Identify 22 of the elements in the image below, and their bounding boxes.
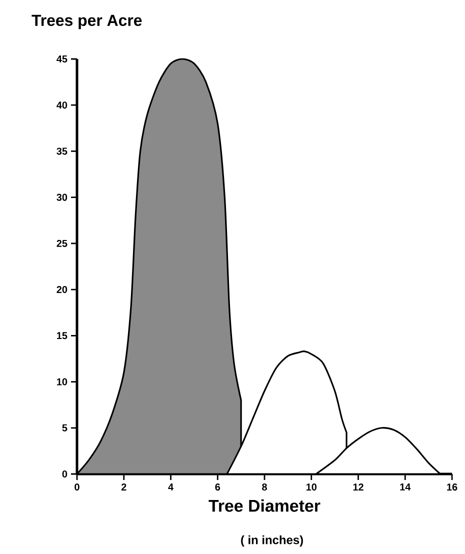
text: ( in inches) [241, 535, 303, 547]
x-tick-label: 6 [215, 484, 220, 491]
x-tick-label: 14 [400, 484, 411, 490]
y-tick-label: 0 [62, 470, 68, 478]
x-axis-title: Tree Diameter [208, 499, 320, 512]
x-tick-label: 10 [306, 484, 317, 491]
y-axis-title: Trees per Acre [32, 14, 142, 30]
y-tick-label: 30 [56, 194, 68, 201]
y-tick-label: 5 [62, 424, 68, 432]
y-tick-label: 15 [57, 332, 68, 340]
y-tick-label: 20 [56, 286, 68, 294]
y-tick-label: 10 [57, 378, 68, 386]
y-tick-label: 35 [56, 148, 68, 155]
y-tick-label: 25 [56, 240, 68, 247]
x-tick-label: 12 [353, 484, 364, 490]
x-tick-label: 0 [74, 484, 80, 491]
y-tick-label: 45 [56, 56, 68, 62]
x-tick-label: 8 [262, 484, 267, 491]
x-tick-label: 4 [168, 484, 174, 490]
y-tick-label: 40 [56, 102, 68, 109]
x-tick-label: 16 [447, 484, 458, 491]
x-tick-label: 2 [121, 484, 126, 490]
